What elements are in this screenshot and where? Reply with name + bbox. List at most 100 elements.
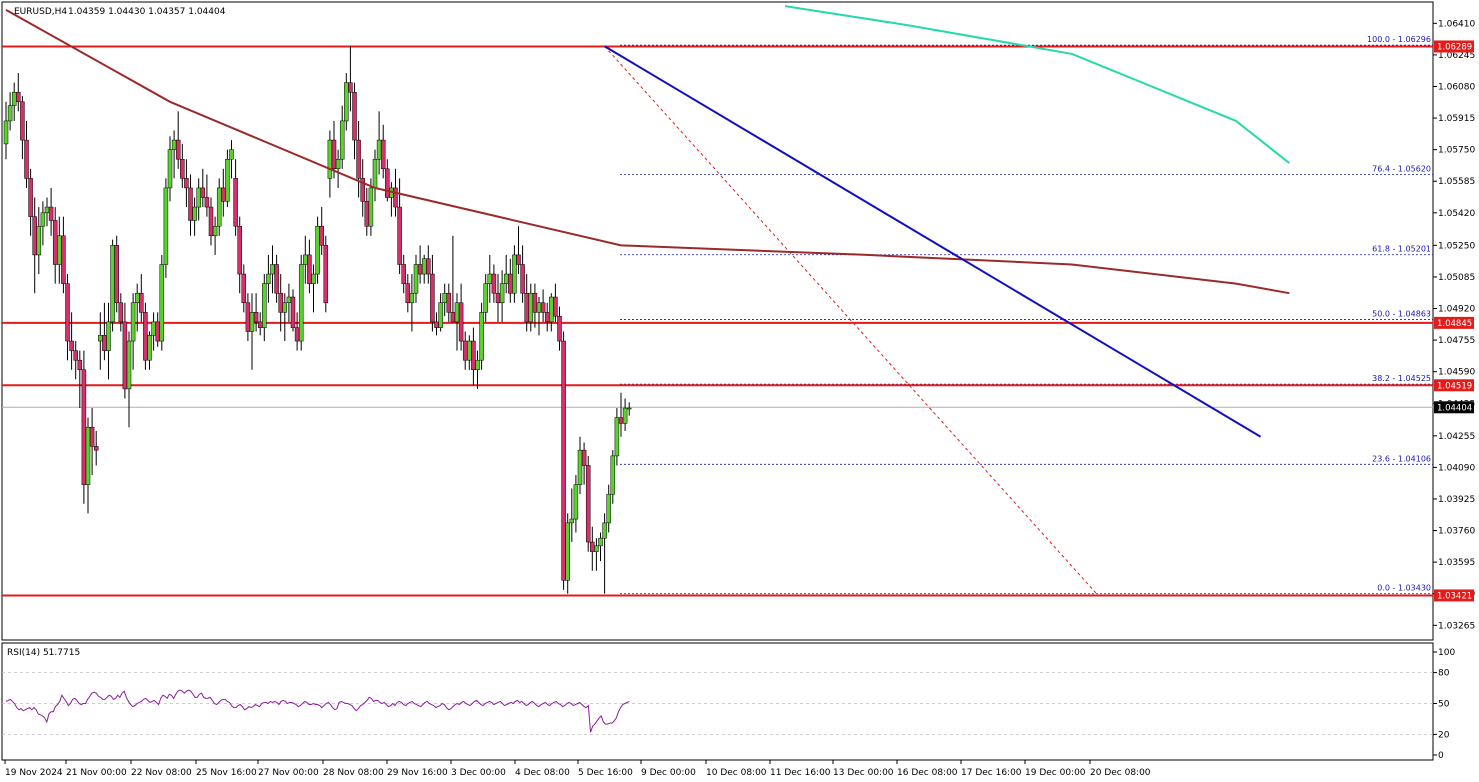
candle-body — [175, 139, 181, 160]
candle-body — [61, 235, 66, 284]
candle-body — [81, 369, 87, 485]
candle-body — [102, 335, 107, 351]
candle-body — [491, 273, 497, 294]
candle-body — [442, 292, 447, 304]
price-tick-label: 1.06080 — [1438, 82, 1475, 92]
price-tick-label: 1.04755 — [1438, 336, 1475, 346]
candle-body — [192, 206, 197, 221]
candle-body — [344, 82, 349, 122]
candle-body — [290, 296, 296, 328]
price-tick-label: 1.05750 — [1438, 146, 1475, 156]
time-tick-label: 9 Dec 00:00 — [641, 768, 696, 778]
candle-body — [503, 273, 509, 284]
candle-body — [417, 264, 423, 275]
candle-body — [69, 340, 74, 351]
candle-body — [462, 340, 468, 361]
candle-body — [540, 302, 546, 313]
price-tick-label: 1.03265 — [1438, 621, 1475, 631]
candle-body — [520, 264, 525, 294]
candle-body — [430, 273, 435, 323]
candle-body — [57, 235, 62, 265]
level-tag-label: 1.06289 — [1437, 42, 1472, 52]
price-tick-label: 1.06410 — [1438, 19, 1475, 29]
candle-body — [594, 545, 599, 552]
candle-body — [262, 283, 267, 328]
candle-body — [602, 522, 607, 539]
candle-body — [28, 178, 33, 217]
price-tick-label: 1.05250 — [1438, 241, 1475, 251]
price-tick-label: 1.05420 — [1438, 209, 1475, 219]
ma200-line — [784, 5, 1290, 164]
level-tag — [1434, 379, 1474, 392]
current-price-tag — [1434, 401, 1474, 414]
candle-body — [368, 187, 374, 227]
candle-body — [212, 225, 218, 237]
time-tick-label: 22 Nov 08:00 — [131, 768, 192, 778]
candle-body — [180, 158, 185, 179]
candle-body — [311, 273, 316, 284]
level-tag — [1434, 316, 1474, 329]
candle-body — [110, 245, 115, 323]
rsi-line — [5, 689, 630, 733]
candle-body — [553, 296, 558, 317]
candle-body — [77, 359, 83, 371]
candle-body — [204, 197, 210, 208]
candle-body — [577, 449, 583, 485]
candle-body — [622, 407, 628, 424]
candle-body — [253, 312, 259, 323]
fib-level-label: 0.0 - 1.03430 — [1377, 584, 1431, 593]
candle-body — [229, 149, 234, 160]
price-tick-label: 1.05915 — [1438, 114, 1475, 124]
candle-body — [549, 296, 554, 323]
candle-body — [130, 302, 136, 342]
candle-body — [446, 292, 452, 313]
candle-body — [508, 273, 513, 294]
rsi-tick-label: 20 — [1438, 730, 1450, 740]
fib-level-label: 50.0 - 1.04863 — [1372, 309, 1431, 318]
time-tick-label: 25 Nov 16:00 — [196, 768, 257, 778]
candle-body — [397, 206, 402, 265]
candle-body — [401, 264, 406, 284]
time-tick-label: 5 Dec 16:00 — [578, 768, 633, 778]
candle-body — [495, 292, 501, 304]
candle-body — [471, 340, 476, 371]
candle-body — [44, 206, 50, 214]
candle-body — [590, 541, 595, 552]
time-tick-label: 27 Nov 00:00 — [258, 768, 319, 778]
fib-level-label: 23.6 - 1.04106 — [1372, 454, 1431, 463]
rsi-tick-label: 100 — [1438, 648, 1455, 658]
candle-body — [294, 327, 300, 342]
time-tick-label: 19 Nov 2024 — [5, 768, 63, 778]
candle-body — [331, 139, 337, 170]
time-tick-label: 4 Dec 08:00 — [515, 768, 570, 778]
candle-body — [48, 206, 54, 221]
candle-body — [73, 350, 78, 361]
candle-body — [385, 168, 390, 198]
candle-body — [171, 139, 177, 150]
candle-body — [483, 283, 488, 313]
time-tick-label: 16 Dec 08:00 — [897, 768, 958, 778]
candle-body — [196, 187, 201, 208]
candle-body — [36, 225, 42, 256]
price-tick-label: 1.04590 — [1438, 368, 1475, 378]
candle-body — [598, 537, 603, 547]
fibonacci-levels: 100.0 - 1.06296 76.4 - 1.05620 61.8 - 1.05… — [620, 35, 1433, 595]
candle-body — [298, 264, 304, 342]
candle-body — [7, 105, 13, 122]
fib-level-label: 38.2 - 1.04525 — [1372, 374, 1431, 383]
candle-body — [335, 158, 341, 170]
rsi-tick-label: 80 — [1438, 669, 1450, 679]
price-panel — [1, 1, 1434, 641]
candle-body — [565, 522, 570, 581]
candle-body — [512, 254, 517, 294]
price-tags: 1.06289 1.04845 1.04519 1.03421 1.04404 — [1434, 40, 1474, 602]
candle-body — [24, 139, 29, 179]
price-tick-label: 1.04255 — [1438, 432, 1475, 442]
candle-body — [561, 340, 566, 581]
candle-body — [413, 264, 419, 294]
trendline — [604, 45, 1262, 438]
candle-body — [376, 139, 382, 160]
ma100-line — [5, 9, 1290, 295]
candle-body — [458, 302, 464, 342]
candle-body — [557, 315, 562, 342]
